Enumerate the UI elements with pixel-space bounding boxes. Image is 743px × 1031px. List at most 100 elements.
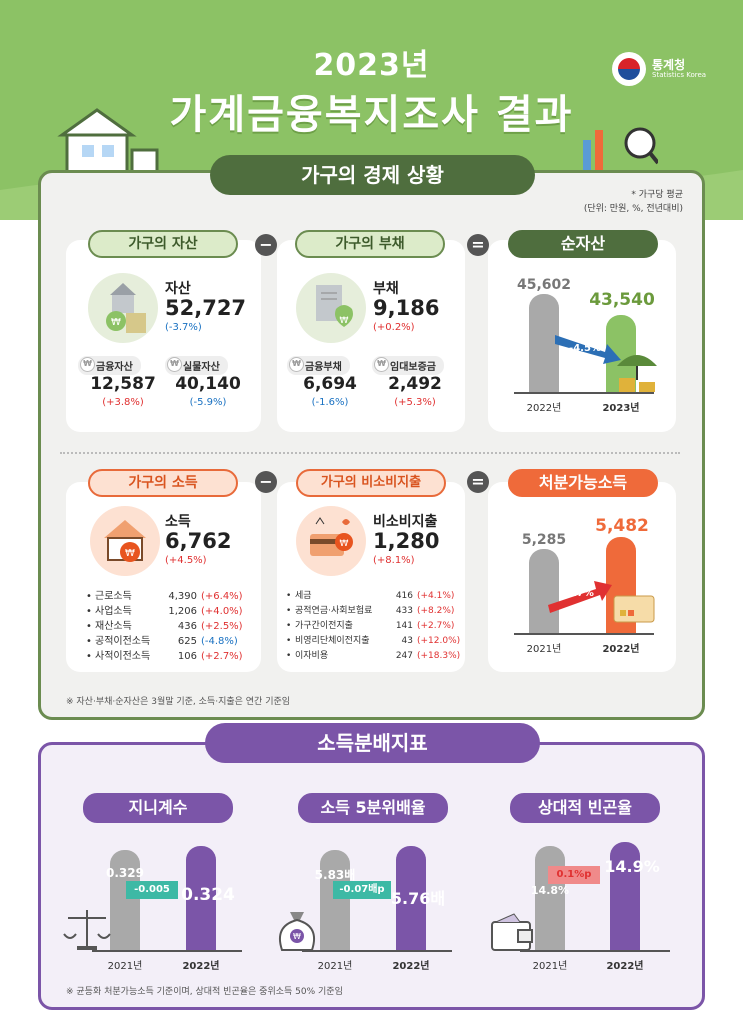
quintile-baseline bbox=[302, 950, 452, 952]
list-item: • 공적연금·사회보험료 433 (+8.2%) bbox=[286, 606, 455, 616]
net-assets-curr-year: 2023년 bbox=[602, 403, 640, 414]
disposable-baseline bbox=[514, 633, 654, 635]
disposable-curr-year: 2022년 bbox=[602, 644, 640, 655]
nonconsumption-label: 비소비지출 bbox=[373, 514, 438, 530]
liabilities-tag: 가구의 부채 bbox=[295, 230, 445, 258]
equal-operator: = bbox=[467, 471, 489, 493]
net-assets-prev-value: 45,602 bbox=[516, 277, 572, 293]
real-assets-change: (-5.9%) bbox=[189, 397, 227, 408]
nonconsumption-breakdown-list: • 세금 416 (+4.1%) • 공적연금·사회보험료 433 (+8.2%) • 가구간… bbox=[286, 589, 460, 664]
logo-name: 통계청 bbox=[652, 57, 686, 72]
net-assets-curr-value: 43,540 bbox=[589, 290, 655, 310]
increase-arrow-icon bbox=[548, 581, 612, 613]
disposable-income-tag: 처분가능소득 bbox=[508, 469, 658, 497]
growth-arrows-icon bbox=[583, 127, 658, 175]
list-item: • 근로소득 4,390 (+6.4%) bbox=[86, 591, 243, 602]
house-money-icon: ₩ bbox=[90, 506, 160, 576]
quintile-prev-year: 2021년 bbox=[317, 961, 353, 972]
income-change: (+4.5%) bbox=[165, 555, 207, 566]
report-year: 2023년 bbox=[313, 48, 430, 83]
financial-debt-change: (-1.6%) bbox=[311, 397, 349, 408]
list-item: • 세금 416 (+4.1%) bbox=[286, 591, 455, 601]
decrease-arrow-icon bbox=[555, 335, 621, 364]
money-bag-icon: ₩ bbox=[278, 912, 316, 951]
income-tag: 가구의 소득 bbox=[88, 469, 238, 497]
assets-label: 자산 bbox=[165, 281, 191, 297]
list-item: • 재산소득 436 (+2.5%) bbox=[86, 621, 243, 632]
gini-baseline bbox=[92, 950, 242, 952]
income-label: 소득 bbox=[165, 514, 191, 530]
financial-assets-change: (+3.8%) bbox=[102, 397, 144, 408]
poverty-baseline bbox=[520, 950, 670, 952]
minus-operator: − bbox=[255, 471, 277, 493]
disposable-prev-value: 5,285 bbox=[521, 532, 567, 548]
nonconsumption-tag: 가구의 비소비지출 bbox=[296, 469, 446, 497]
disposable-prev-bar bbox=[529, 549, 559, 633]
income-card bbox=[66, 482, 261, 672]
money-house-icon: ₩ bbox=[88, 273, 158, 343]
quintile-curr-value: 5.76배 bbox=[390, 889, 446, 908]
net-assets-card bbox=[488, 240, 676, 432]
liabilities-change: (+0.2%) bbox=[373, 322, 415, 333]
net-assets-prev-bar bbox=[529, 294, 559, 392]
list-item: • 이자비용 247 (+18.3%) bbox=[286, 651, 461, 661]
gini-prev-bar bbox=[110, 850, 140, 950]
assets-card bbox=[66, 240, 261, 432]
unit-note: * 가구당 평균 (단위: 만원, %, 전년대비) bbox=[583, 190, 683, 214]
financial-debt-value: 6,694 bbox=[303, 374, 357, 394]
net-assets-baseline bbox=[514, 392, 654, 394]
list-item: • 비영리단체이전지출 43 (+12.0%) bbox=[286, 636, 461, 646]
rental-deposit-value: 2,492 bbox=[388, 374, 442, 394]
poverty-curr-bar bbox=[610, 842, 640, 950]
gini-prev-value: 0.329 bbox=[106, 866, 144, 880]
quintile-prev-bar bbox=[320, 850, 350, 950]
gini-prev-year: 2021년 bbox=[107, 961, 143, 972]
svg-text:₩: ₩ bbox=[340, 539, 349, 549]
equal-operator: = bbox=[467, 234, 489, 256]
net-assets-change: -4.5% bbox=[569, 343, 601, 354]
logo-subtitle: Statistics Korea bbox=[652, 70, 707, 79]
svg-text:₩: ₩ bbox=[111, 317, 121, 328]
gini-change: -0.005 bbox=[126, 881, 178, 899]
income-value: 6,762 bbox=[165, 529, 232, 553]
house-icon bbox=[57, 108, 159, 175]
quintile-curr-bar bbox=[396, 846, 426, 950]
rental-deposit-label: 임대보증금 bbox=[372, 356, 444, 375]
gini-curr-value: 0.324 bbox=[181, 885, 235, 905]
disposable-change: 3.7% bbox=[566, 588, 594, 599]
taegeuk-icon bbox=[612, 52, 646, 86]
distribution-section-title: 소득분배지표 bbox=[205, 723, 540, 763]
quintile-curr-year: 2022년 bbox=[392, 961, 430, 972]
distribution-footnote: ※ 균등화 처분가능소득 기준이며, 상대적 빈곤율은 중위소득 50% 기준임 bbox=[66, 987, 343, 997]
statistics-korea-logo: 통계청 Statistics Korea bbox=[612, 52, 706, 86]
svg-text:₩: ₩ bbox=[340, 316, 349, 326]
credit-card-icon bbox=[613, 595, 655, 623]
document-money-icon: ₩ bbox=[296, 273, 366, 343]
quintile-prev-value: 5.83배 bbox=[314, 868, 356, 882]
liabilities-label: 부채 bbox=[373, 281, 399, 297]
poverty-curr-value: 14.9% bbox=[604, 857, 660, 876]
disposable-curr-value: 5,482 bbox=[595, 516, 649, 536]
card-money-icon: ₩ bbox=[296, 506, 366, 576]
svg-text:₩: ₩ bbox=[125, 548, 135, 559]
net-assets-tag: 순자산 bbox=[508, 230, 658, 258]
list-item: • 가구간이전지출 141 (+2.7%) bbox=[286, 621, 455, 631]
scale-icon bbox=[63, 910, 111, 950]
liabilities-value: 9,186 bbox=[373, 296, 440, 320]
nonconsumption-value: 1,280 bbox=[373, 529, 440, 553]
assets-change: (-3.7%) bbox=[165, 322, 202, 333]
quintile-tag: 소득 5분위배율 bbox=[298, 793, 448, 823]
financial-debt-label: 금융부채 bbox=[287, 356, 350, 375]
section-divider bbox=[60, 452, 680, 454]
economy-footnote: ※ 자산·부채·순자산은 3월말 기준, 소득·지출은 연간 기준임 bbox=[66, 697, 291, 707]
nonconsumption-change: (+8.1%) bbox=[373, 555, 415, 566]
rental-deposit-change: (+5.3%) bbox=[394, 397, 436, 408]
disposable-prev-year: 2021년 bbox=[526, 644, 562, 655]
svg-text:₩: ₩ bbox=[293, 932, 301, 941]
page-title: 가계금융복지조사 결과 bbox=[169, 92, 574, 138]
minus-operator: − bbox=[255, 234, 277, 256]
umbrella-coins-icon bbox=[617, 355, 657, 392]
poverty-prev-year: 2021년 bbox=[532, 961, 568, 972]
gini-curr-year: 2022년 bbox=[182, 961, 220, 972]
poverty-tag: 상대적 빈곤율 bbox=[510, 793, 660, 823]
